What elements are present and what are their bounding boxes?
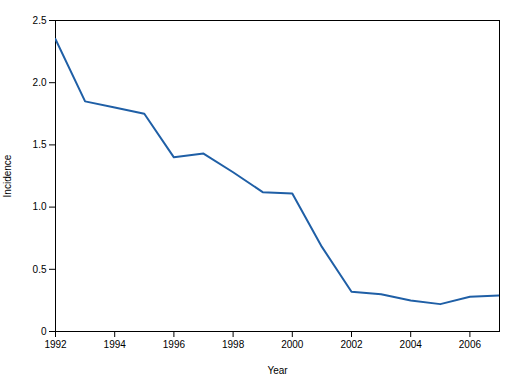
- svg-text:0.5: 0.5: [33, 264, 47, 275]
- svg-text:1.5: 1.5: [33, 139, 47, 150]
- svg-text:1996: 1996: [163, 339, 186, 350]
- svg-text:1998: 1998: [222, 339, 245, 350]
- svg-text:Year: Year: [267, 365, 288, 376]
- svg-text:1994: 1994: [104, 339, 127, 350]
- svg-text:Incidence: Incidence: [2, 154, 13, 197]
- svg-text:1.0: 1.0: [33, 201, 47, 212]
- svg-text:0: 0: [41, 326, 47, 337]
- svg-text:2000: 2000: [281, 339, 304, 350]
- svg-text:1992: 1992: [44, 339, 67, 350]
- svg-text:2.0: 2.0: [33, 77, 47, 88]
- svg-text:2002: 2002: [340, 339, 363, 350]
- svg-text:2.5: 2.5: [33, 15, 47, 26]
- svg-text:2004: 2004: [400, 339, 423, 350]
- svg-text:2006: 2006: [459, 339, 482, 350]
